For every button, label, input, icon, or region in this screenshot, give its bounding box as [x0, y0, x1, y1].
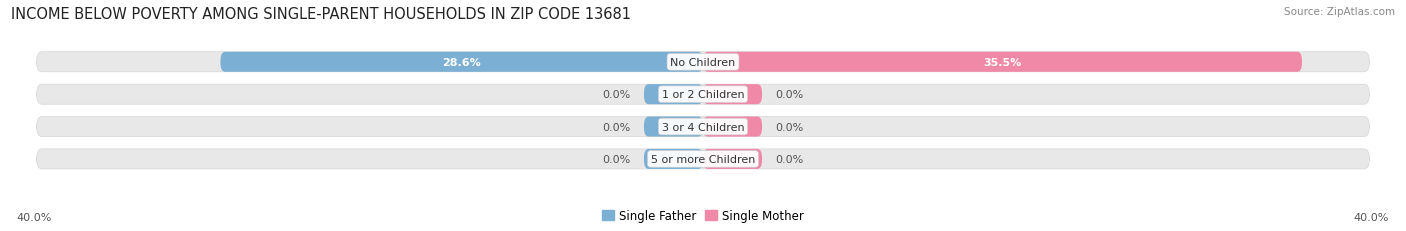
Text: 0.0%: 0.0%	[602, 154, 630, 164]
FancyBboxPatch shape	[644, 117, 703, 137]
FancyBboxPatch shape	[703, 149, 762, 169]
Text: 0.0%: 0.0%	[776, 90, 804, 100]
FancyBboxPatch shape	[37, 52, 1369, 73]
Text: 0.0%: 0.0%	[602, 90, 630, 100]
Text: 0.0%: 0.0%	[776, 122, 804, 132]
Text: 0.0%: 0.0%	[776, 154, 804, 164]
FancyBboxPatch shape	[703, 85, 762, 105]
Text: 3 or 4 Children: 3 or 4 Children	[662, 122, 744, 132]
Text: No Children: No Children	[671, 58, 735, 67]
Text: 1 or 2 Children: 1 or 2 Children	[662, 90, 744, 100]
Text: Source: ZipAtlas.com: Source: ZipAtlas.com	[1284, 7, 1395, 17]
FancyBboxPatch shape	[644, 85, 703, 105]
FancyBboxPatch shape	[37, 117, 1369, 137]
Text: 28.6%: 28.6%	[443, 58, 481, 67]
FancyBboxPatch shape	[221, 52, 703, 73]
Text: 5 or more Children: 5 or more Children	[651, 154, 755, 164]
FancyBboxPatch shape	[703, 52, 1302, 73]
Text: 40.0%: 40.0%	[1354, 212, 1389, 222]
FancyBboxPatch shape	[703, 117, 762, 137]
Text: INCOME BELOW POVERTY AMONG SINGLE-PARENT HOUSEHOLDS IN ZIP CODE 13681: INCOME BELOW POVERTY AMONG SINGLE-PARENT…	[11, 7, 631, 22]
FancyBboxPatch shape	[37, 85, 1369, 105]
Text: 35.5%: 35.5%	[983, 58, 1022, 67]
FancyBboxPatch shape	[644, 149, 703, 169]
Legend: Single Father, Single Mother: Single Father, Single Mother	[598, 205, 808, 227]
Text: 0.0%: 0.0%	[602, 122, 630, 132]
Text: 40.0%: 40.0%	[17, 212, 52, 222]
FancyBboxPatch shape	[37, 149, 1369, 169]
